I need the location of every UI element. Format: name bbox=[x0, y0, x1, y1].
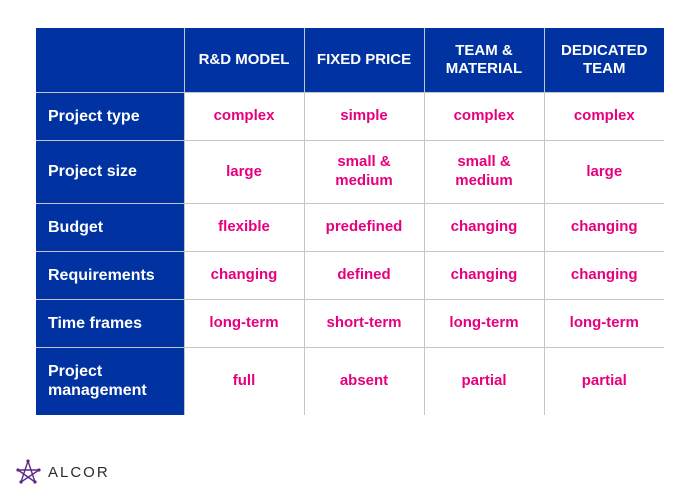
row-label: Time frames bbox=[36, 300, 184, 348]
comparison-table: R&D MODEL FIXED PRICE TEAM & MATERIAL DE… bbox=[36, 28, 664, 415]
cell: flexible bbox=[184, 203, 304, 251]
cell: small & medium bbox=[424, 141, 544, 204]
cell: small & medium bbox=[304, 141, 424, 204]
header-blank bbox=[36, 28, 184, 93]
row-label: Project type bbox=[36, 93, 184, 141]
row-label: Budget bbox=[36, 203, 184, 251]
cell: full bbox=[184, 348, 304, 415]
table-row: Project type complex simple complex comp… bbox=[36, 93, 664, 141]
cell: absent bbox=[304, 348, 424, 415]
col-header: R&D MODEL bbox=[184, 28, 304, 93]
cell: complex bbox=[544, 93, 664, 141]
cell: predefined bbox=[304, 203, 424, 251]
cell: short-term bbox=[304, 300, 424, 348]
cell: complex bbox=[184, 93, 304, 141]
cell: partial bbox=[544, 348, 664, 415]
col-header: FIXED PRICE bbox=[304, 28, 424, 93]
cell: changing bbox=[544, 251, 664, 299]
cell: changing bbox=[424, 203, 544, 251]
row-label: Project management bbox=[36, 348, 184, 415]
cell: complex bbox=[424, 93, 544, 141]
cell: long-term bbox=[424, 300, 544, 348]
table-row: Project size large small & medium small … bbox=[36, 141, 664, 204]
row-label: Requirements bbox=[36, 251, 184, 299]
cell: defined bbox=[304, 251, 424, 299]
cell: changing bbox=[424, 251, 544, 299]
cell: long-term bbox=[184, 300, 304, 348]
alcor-star-icon bbox=[14, 458, 42, 486]
cell: large bbox=[184, 141, 304, 204]
col-header: DEDICATED TEAM bbox=[544, 28, 664, 93]
row-label: Project size bbox=[36, 141, 184, 204]
table-row: Budget flexible predefined changing chan… bbox=[36, 203, 664, 251]
cell: partial bbox=[424, 348, 544, 415]
brand-logo: ALCOR bbox=[14, 458, 110, 486]
col-header: TEAM & MATERIAL bbox=[424, 28, 544, 93]
cell: simple bbox=[304, 93, 424, 141]
table-row: Time frames long-term short-term long-te… bbox=[36, 300, 664, 348]
table-row: Requirements changing defined changing c… bbox=[36, 251, 664, 299]
cell: long-term bbox=[544, 300, 664, 348]
table-row: Project management full absent partial p… bbox=[36, 348, 664, 415]
cell: changing bbox=[184, 251, 304, 299]
brand-name: ALCOR bbox=[48, 464, 110, 481]
cell: changing bbox=[544, 203, 664, 251]
cell: large bbox=[544, 141, 664, 204]
